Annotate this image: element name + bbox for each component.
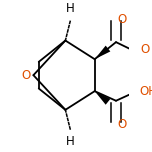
Text: O: O [118, 13, 127, 26]
Text: O: O [140, 43, 149, 56]
Text: H: H [66, 135, 75, 148]
Text: H: H [66, 2, 75, 15]
Text: O: O [22, 69, 31, 82]
Text: O: O [118, 118, 127, 131]
Polygon shape [95, 46, 110, 59]
Polygon shape [95, 91, 110, 105]
Text: OH: OH [139, 85, 152, 98]
